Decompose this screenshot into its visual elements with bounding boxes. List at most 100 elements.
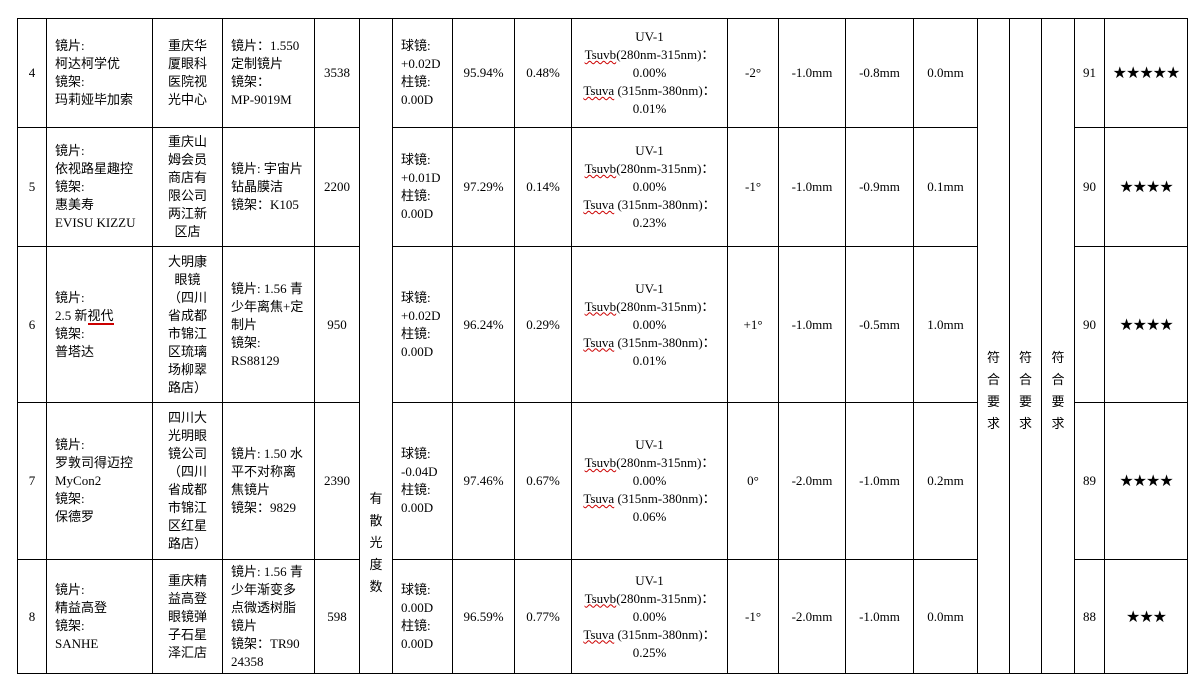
- haze: 0.67%: [514, 402, 572, 560]
- cell-line-wrap: 镜片：1.550: [231, 37, 310, 55]
- cell-line-wrap: +0.02D: [401, 55, 448, 73]
- cell-line: 球镜:: [401, 446, 431, 461]
- uv-title: UV-1: [635, 572, 664, 588]
- cell-line-wrap: 球镜:: [401, 289, 448, 307]
- cell-line: 平不对称离: [231, 464, 297, 479]
- cell-line: 精益高登: [55, 599, 108, 615]
- cell-line: 镜片：1.550: [231, 38, 300, 53]
- transmittance: 96.59%: [452, 559, 515, 674]
- row-number: 4: [17, 18, 47, 128]
- conformity-label: 符合要求: [1019, 350, 1033, 431]
- cell-line-wrap: 球镜:: [401, 445, 448, 463]
- cell-line: 0.00D: [401, 635, 434, 651]
- cell-line: 镜架:: [55, 491, 85, 506]
- cell-line-wrap: 定制镜片: [231, 55, 310, 73]
- cell-line-wrap: MP-9019M: [231, 91, 310, 109]
- cell-line: 0.00D: [401, 500, 434, 515]
- model: 镜片: 宇宙片 钻晶膜洁 镜架：K105: [222, 127, 315, 247]
- cell-line: 依视路星趣控: [55, 161, 134, 176]
- uva-label: Tsuva: [583, 83, 615, 98]
- haze: 0.29%: [514, 246, 572, 403]
- cell-line: 镜片:: [55, 581, 85, 597]
- row-number: 7: [17, 402, 47, 560]
- uvb-label: Tsuvb: [584, 47, 617, 62]
- cell-line: 定制镜片: [231, 56, 284, 71]
- product-name: 镜片: 柯达柯学优 镜架: 玛莉娅毕加索: [46, 18, 153, 128]
- uvb-value: 0.00%: [632, 179, 667, 194]
- cell-line-wrap: 0.00D: [401, 205, 448, 223]
- axis: -1°: [727, 559, 779, 674]
- cell-line-wrap: 镜架：TR90: [231, 635, 310, 653]
- cell-line: 普塔达: [55, 343, 95, 359]
- value-2: -1.0mm: [845, 559, 914, 674]
- cell-line-wrap: 镜架:: [55, 490, 148, 508]
- cell-line: 制片: [231, 316, 258, 332]
- cell-line-wrap: 依视路星趣控: [55, 160, 148, 178]
- cell-line-wrap: 钻晶膜洁: [231, 178, 310, 196]
- value-1: -1.0mm: [778, 246, 846, 403]
- cell-line-wrap: 镜片:: [55, 581, 148, 599]
- cell-line-wrap: 柯达柯学优: [55, 55, 148, 73]
- cell-line: 镜架：TR90: [231, 635, 300, 651]
- cell-line: 球镜:: [401, 581, 431, 597]
- value-2: -1.0mm: [845, 402, 914, 560]
- value-1: -2.0mm: [778, 559, 846, 674]
- cell-line-wrap: 2.5 新视代: [55, 307, 148, 325]
- score: 90: [1074, 246, 1105, 403]
- cell-line: 镜架：K105: [231, 197, 299, 212]
- cell-line: MyCon2: [55, 473, 102, 488]
- cell-line-wrap: 柱镜:: [401, 325, 448, 343]
- haze: 0.14%: [514, 127, 572, 247]
- uva-range: (315nm-380nm)：: [614, 83, 716, 98]
- cell-line: 镜架:: [231, 334, 261, 350]
- cell-line-wrap: 惠美寿: [55, 196, 148, 214]
- cell-line-wrap: 镜架：K105: [231, 196, 310, 214]
- cell-line: 镜片:: [55, 437, 85, 452]
- cell-line: 0.00D: [401, 599, 434, 615]
- conformity-label: 符合要求: [987, 350, 1001, 431]
- haze: 0.77%: [514, 559, 572, 674]
- cell-line-wrap: RS88129: [231, 352, 310, 370]
- astigmatism-merged: 有散光度数: [359, 18, 393, 674]
- cell-line: 镜片:: [55, 289, 85, 305]
- uvb-label: Tsuvb: [584, 590, 617, 606]
- product-name: 镜片: 精益高登 镜架: SANHE: [46, 559, 153, 674]
- uv-protection: UV-1 Tsuvb(280nm-315nm)： 0.00% Tsuva (31…: [571, 246, 728, 403]
- cell-line-wrap: 镜架:: [55, 325, 148, 343]
- uvb-range: (280nm-315nm)：: [616, 298, 715, 314]
- power: 球镜: +0.02D 柱镜: 0.00D: [392, 246, 453, 403]
- cell-line-wrap: +0.01D: [401, 169, 448, 187]
- cell-line: 0.00D: [401, 343, 434, 359]
- uvb-range: (280nm-315nm)：: [616, 455, 715, 470]
- cell-line-wrap: 球镜:: [401, 37, 448, 55]
- price: 598: [314, 559, 360, 674]
- conformity-label: 符合要求: [1051, 350, 1065, 431]
- cell-line: +0.02D: [401, 307, 441, 323]
- value-3: 0.0mm: [913, 18, 978, 128]
- value-3: 0.0mm: [913, 559, 978, 674]
- score: 90: [1074, 127, 1105, 247]
- uvb-range: (280nm-315nm)：: [616, 161, 715, 176]
- transmittance: 96.24%: [452, 246, 515, 403]
- uva-line: Tsuva (315nm-380nm)：: [572, 490, 727, 508]
- uv-protection: UV-1 Tsuvb(280nm-315nm)： 0.00% Tsuva (31…: [571, 18, 728, 128]
- store-name: 大明康眼镜（四川省成都市锦江区琉璃场柳翠路店）: [152, 246, 223, 403]
- cell-line: 镜架：: [231, 74, 271, 89]
- uva-line: Tsuva (315nm-380nm)：: [572, 334, 727, 352]
- uva-line: Tsuva (315nm-380nm)：: [572, 82, 727, 100]
- cell-line: 镜架:: [55, 325, 85, 341]
- value-1: -2.0mm: [778, 402, 846, 560]
- cell-line: 柱镜:: [401, 482, 431, 497]
- uvb-range: (280nm-315nm)：: [616, 47, 715, 62]
- uv-protection: UV-1 Tsuvb(280nm-315nm)： 0.00% Tsuva (31…: [571, 402, 728, 560]
- conformity-merged: 符合要求: [1041, 18, 1075, 674]
- uva-range: (315nm-380nm)：: [614, 491, 716, 506]
- cell-line-wrap: 球镜:: [401, 581, 448, 599]
- uva-value: 0.06%: [632, 509, 667, 524]
- cell-line: 惠美寿: [55, 197, 95, 212]
- cell-line: 镜架:: [55, 179, 85, 194]
- uvb-line: Tsuvb(280nm-315nm)：: [572, 46, 727, 64]
- cell-line: 柯达柯学优: [55, 56, 121, 71]
- uva-value: 0.01%: [632, 101, 667, 116]
- cell-line: 镜片: 1.56 青: [231, 280, 303, 296]
